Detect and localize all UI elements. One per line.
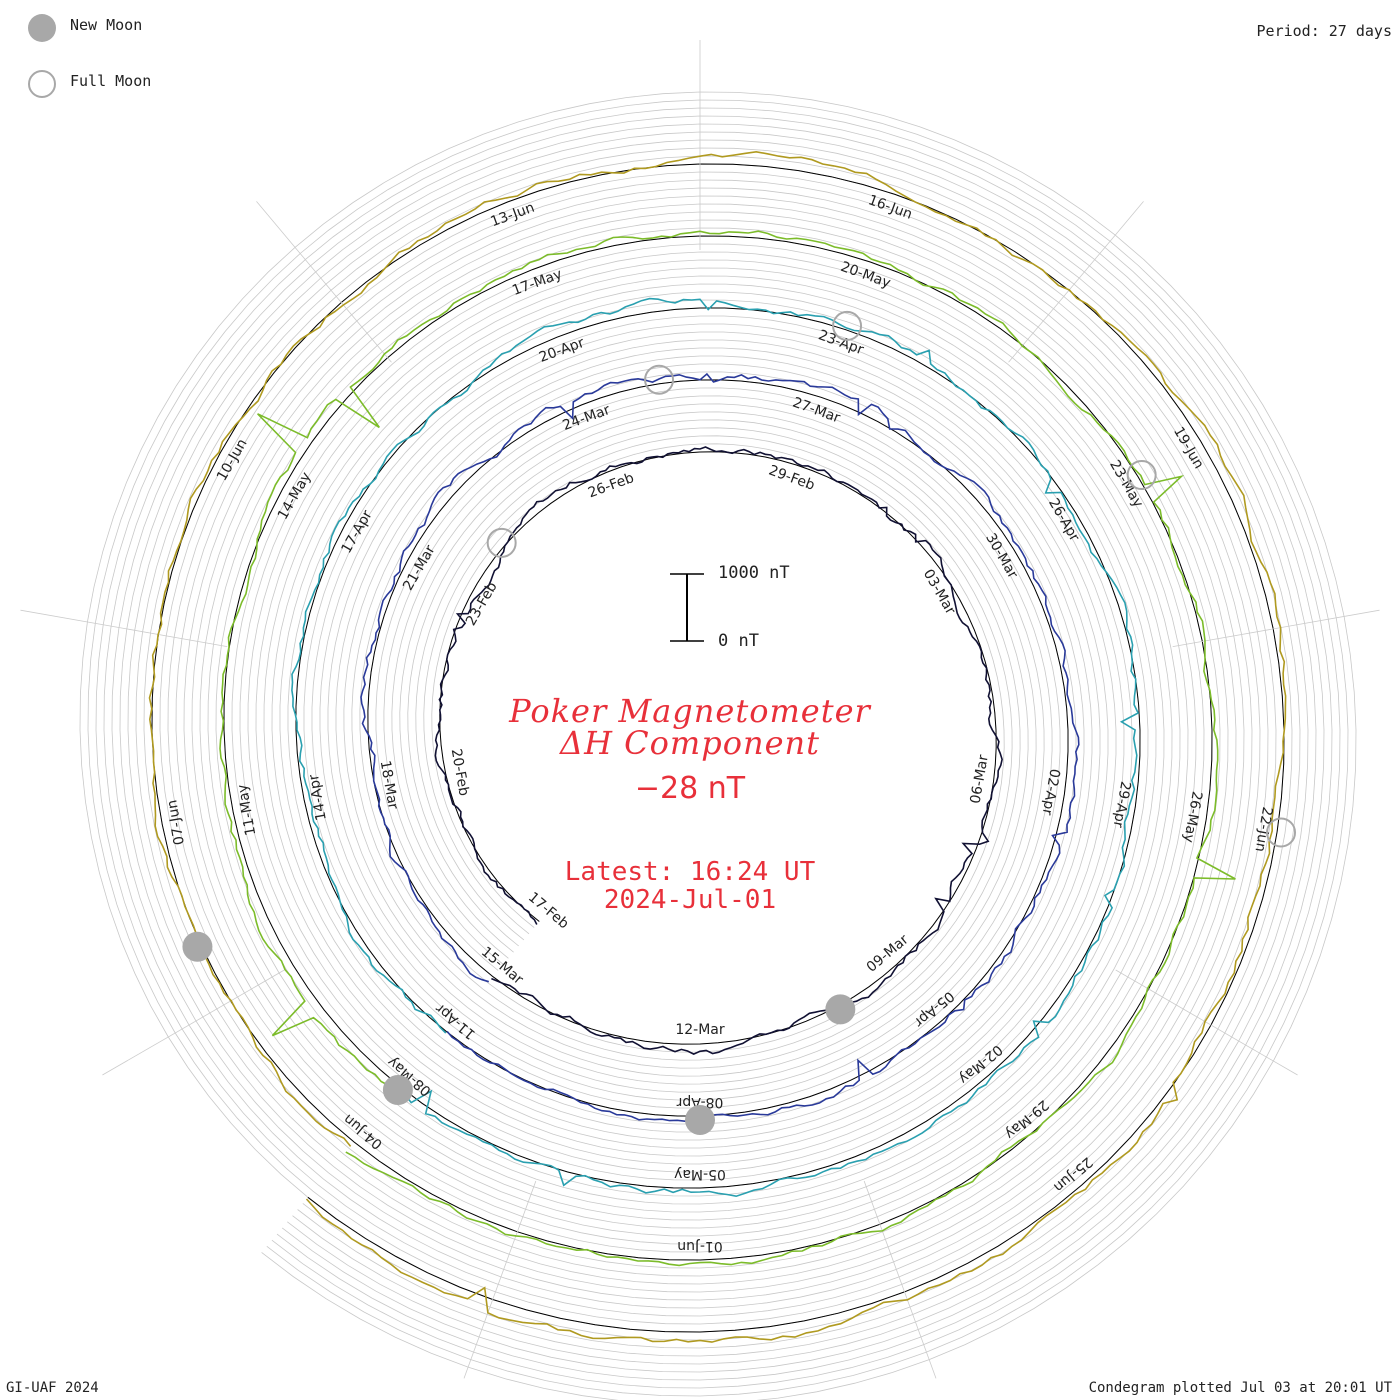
title-line1: Poker Magnetometer	[509, 692, 871, 730]
date-label: 17-May	[510, 266, 564, 299]
new-moon-icon	[28, 14, 56, 42]
current-value: −28 nT	[634, 771, 746, 806]
radial-spoke	[256, 201, 392, 363]
date-label: 19-Jun	[1170, 424, 1207, 471]
radial-spoke	[1008, 201, 1144, 363]
date-label: 09-Mar	[864, 932, 912, 976]
date-label: 11-May	[235, 783, 260, 837]
date-label: 07-Jun	[164, 799, 188, 847]
latest-date: 2024-Jul-01	[603, 885, 777, 915]
scale-top-label: 1000 nT	[718, 563, 790, 583]
series-traces	[148, 150, 1287, 1343]
credit-label: GI-UAF 2024	[6, 1380, 99, 1396]
legend-new-moon: New Moon	[26, 14, 226, 46]
full-moon-marker	[832, 310, 863, 341]
date-label: 27-Mar	[790, 395, 842, 427]
date-label: 29-May	[1002, 1096, 1052, 1142]
date-label: 05-May	[674, 1166, 726, 1182]
full-moon-marker	[1266, 817, 1297, 848]
date-label: 21-Mar	[400, 542, 439, 593]
date-label: 23-Feb	[463, 579, 501, 628]
date-label: 06-Mar	[968, 753, 992, 805]
date-label: 17-Apr	[338, 508, 375, 557]
new-moon-marker	[825, 994, 856, 1025]
full-moon-icon	[28, 70, 56, 98]
date-label: 08-Apr	[676, 1094, 723, 1110]
radial-spoke	[102, 969, 285, 1076]
full-moon-marker	[644, 364, 675, 395]
date-label: 30-Mar	[982, 531, 1021, 582]
new-moon-marker	[685, 1105, 715, 1135]
radial-spoke	[463, 1180, 537, 1379]
scale-bottom-label: 0 nT	[718, 631, 759, 651]
radial-spoke	[20, 609, 228, 648]
radial-spoke	[1115, 969, 1298, 1076]
date-label: 26-Apr	[1045, 496, 1082, 545]
date-label: 10-Jun	[214, 436, 251, 483]
full-moon-marker	[1126, 460, 1157, 490]
scale-bar	[670, 573, 704, 642]
radial-spokes	[20, 40, 1380, 1379]
date-label: 18-Mar	[377, 759, 401, 811]
plot-title: Poker Magnetometer ΔH Component −28 nT L…	[440, 695, 940, 914]
full-moon-marker	[486, 527, 517, 558]
date-label: 12-Mar	[675, 1022, 725, 1038]
plotted-timestamp: Condegram plotted Jul 03 at 20:01 UT	[1088, 1380, 1392, 1396]
series-trace-3	[219, 230, 1236, 1267]
series-trace-0	[434, 446, 1003, 1055]
moon-markers	[182, 310, 1297, 1135]
series-trace-1	[360, 372, 1080, 1123]
date-label: 02-May	[955, 1041, 1005, 1087]
latest-time: Latest: 16:24 UT	[564, 857, 816, 887]
date-label: 26-May	[1180, 790, 1205, 844]
date-label: 14-Apr	[306, 773, 330, 822]
series-trace-4	[148, 150, 1287, 1343]
period-label: Period: 27 days	[1256, 22, 1392, 40]
date-label: 26-Feb	[586, 470, 636, 501]
date-label: 04-Jun	[341, 1111, 386, 1153]
radial-spoke	[1172, 609, 1380, 648]
radial-spoke	[863, 1180, 937, 1379]
date-label: 01-Jun	[677, 1238, 723, 1254]
title-line2: ΔH Component	[559, 724, 821, 762]
legend-new-moon-label: New Moon	[70, 16, 143, 34]
new-moon-marker	[182, 931, 213, 962]
moon-legend: New Moon Full Moon	[26, 12, 226, 112]
legend-full-moon-label: Full Moon	[70, 72, 152, 90]
series-trace-2	[291, 297, 1140, 1198]
new-moon-marker	[382, 1075, 413, 1106]
legend-full-moon: Full Moon	[26, 70, 226, 102]
